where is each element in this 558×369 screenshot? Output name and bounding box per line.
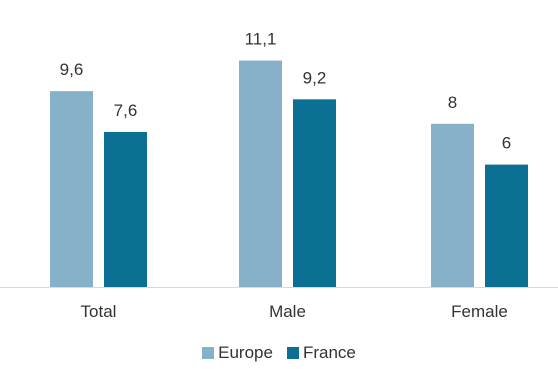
data-label-france-male: 9,2 — [303, 68, 327, 87]
legend-swatch-europe — [202, 347, 215, 359]
legend-label-france: France — [302, 343, 356, 362]
legend-swatch-france — [286, 347, 299, 359]
data-label-france-female: 6 — [502, 134, 511, 153]
bar-france-female — [485, 164, 528, 287]
legend: Europe France — [0, 343, 558, 363]
x-tick-label-female: Female — [451, 302, 508, 321]
data-label-europe-male: 11,1 — [245, 30, 277, 49]
data-label-europe-total: 9,6 — [60, 60, 84, 79]
bar-europe-female — [431, 123, 474, 287]
legend-item-europe: Europe — [202, 343, 273, 363]
x-tick-label-male: Male — [269, 302, 306, 321]
bar-france-male — [293, 99, 336, 287]
data-label-europe-female: 8 — [448, 93, 457, 112]
bar-europe-male — [239, 60, 282, 288]
x-tick-label-total: Total — [81, 302, 117, 321]
legend-item-france: France — [286, 343, 356, 363]
bar-chart-svg: 9,6 7,6 Total 11,1 9,2 Male 8 6 Female — [0, 30, 558, 321]
bar-europe-total — [50, 91, 93, 287]
bar-france-total — [104, 131, 147, 287]
legend-label-europe: Europe — [218, 343, 273, 362]
data-label-france-total: 7,6 — [114, 101, 138, 120]
